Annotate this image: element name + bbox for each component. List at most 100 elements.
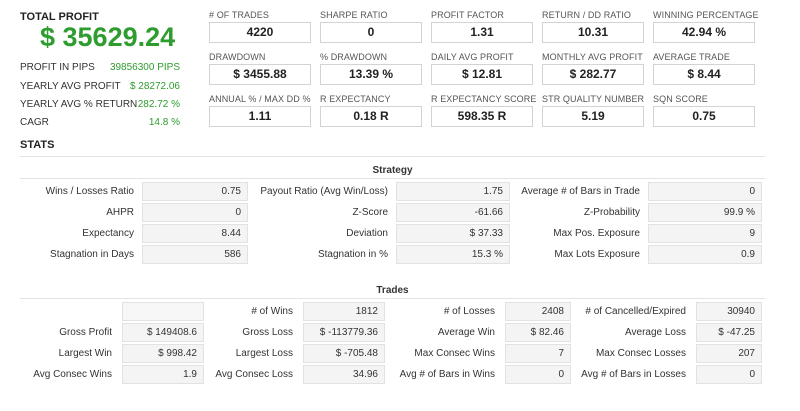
strategy-label: Payout Ratio (Avg Win/Loss) [260, 186, 388, 197]
trades-label: Avg Consec Wins [33, 369, 112, 380]
metric-label: SQN SCORE [653, 94, 708, 104]
strategy-value: 0 [142, 203, 248, 222]
strategy-label: Expectancy [82, 228, 134, 239]
trades-value: 0 [696, 365, 762, 384]
metric-label: # OF TRADES [209, 10, 269, 20]
metric-label: ANNUAL % / MAX DD % [209, 94, 311, 104]
trades-value: 30940 [696, 302, 762, 321]
strategy-value: 8.44 [142, 224, 248, 243]
profit-in-pips-label: PROFIT IN PIPS [20, 62, 95, 73]
metric-label: MONTHLY AVG PROFIT [542, 52, 643, 62]
strategy-label: Z-Score [352, 207, 388, 218]
strategy-title: Strategy [372, 165, 413, 176]
trades-value: $ 149408.6 [122, 323, 204, 342]
cagr-value: 14.8 % [148, 117, 180, 128]
metric-label: DAILY AVG PROFIT [431, 52, 514, 62]
trades-title: Trades [376, 285, 409, 296]
stats-title: STATS [20, 139, 55, 151]
trades-label: Gross Loss [242, 327, 293, 338]
trades-label: Average Loss [625, 327, 686, 338]
trades-label: Largest Win [58, 348, 112, 359]
strategy-value: 0.75 [142, 182, 248, 201]
yearly-avg-profit-label: YEARLY AVG PROFIT [20, 81, 121, 92]
total-profit-value: $ 35629.24 [40, 22, 176, 52]
yearly-avg-return-label: YEARLY AVG % RETURN [20, 99, 138, 110]
trades-value: $ -705.48 [303, 344, 385, 363]
strategy-value: 0.9 [648, 245, 762, 264]
metric-label: SHARPE RATIO [320, 10, 388, 20]
trades-label: Gross Profit [59, 327, 112, 338]
metric-value-box: 42.94 % [653, 22, 755, 43]
trades-value [122, 302, 204, 321]
strategy-label: Average # of Bars in Trade [521, 186, 640, 197]
metric-value-box: 1.11 [209, 106, 311, 127]
trades-label: Avg # of Bars in Losses [581, 369, 686, 380]
trades-value: $ -113779.36 [303, 323, 385, 342]
metric-label: PROFIT FACTOR [431, 10, 504, 20]
metric-label: WINNING PERCENTAGE [653, 10, 759, 20]
strategy-divider [20, 178, 765, 179]
metric-label: STR QUALITY NUMBER [542, 94, 645, 104]
yearly-avg-return-value: 282.72 % [137, 99, 180, 110]
trades-label: # of Losses [443, 306, 495, 317]
metric-value-box: 1.31 [431, 22, 533, 43]
trades-label: Largest Loss [235, 348, 293, 359]
metric-value-box: 598.35 R [431, 106, 533, 127]
trades-label: # of Wins [251, 306, 293, 317]
trades-label: Avg # of Bars in Wins [399, 369, 495, 380]
yearly-avg-profit-value: $ 28272.06 [129, 81, 180, 92]
metric-label: % DRAWDOWN [320, 52, 388, 62]
trades-value: 34.96 [303, 365, 385, 384]
metric-value-box: 0 [320, 22, 422, 43]
trades-value: 0 [505, 365, 571, 384]
strategy-value: 15.3 % [396, 245, 510, 264]
strategy-label: Max Pos. Exposure [553, 228, 640, 239]
metric-label: AVERAGE TRADE [653, 52, 730, 62]
strategy-value: 0 [648, 182, 762, 201]
strategy-label: Deviation [346, 228, 388, 239]
metric-value-box: 4220 [209, 22, 311, 43]
metric-value-box: 13.39 % [320, 64, 422, 85]
metric-value-box: $ 3455.88 [209, 64, 311, 85]
trades-label: Max Consec Wins [414, 348, 495, 359]
trades-value: $ 998.42 [122, 344, 204, 363]
metric-label: R EXPECTANCY [320, 94, 391, 104]
trades-label: # of Cancelled/Expired [585, 306, 686, 317]
strategy-value: 99.9 % [648, 203, 762, 222]
metric-value-box: $ 282.77 [542, 64, 644, 85]
strategy-label: AHPR [106, 207, 134, 218]
trades-value: $ 82.46 [505, 323, 571, 342]
trades-value: 2408 [505, 302, 571, 321]
metric-label: RETURN / DD RATIO [542, 10, 632, 20]
metric-value-box: 5.19 [542, 106, 644, 127]
metric-value-box: 0.75 [653, 106, 755, 127]
trades-divider [20, 298, 765, 299]
strategy-value: $ 37.33 [396, 224, 510, 243]
metric-value-box: 10.31 [542, 22, 644, 43]
metric-value-box: $ 12.81 [431, 64, 533, 85]
trades-value: $ -47.25 [696, 323, 762, 342]
trades-label: Max Consec Losses [595, 348, 686, 359]
strategy-value: -61.66 [396, 203, 510, 222]
trades-value: 7 [505, 344, 571, 363]
stats-divider [20, 156, 765, 157]
cagr-label: CAGR [20, 117, 49, 128]
metric-label: DRAWDOWN [209, 52, 266, 62]
strategy-label: Stagnation in % [317, 249, 388, 260]
trades-value: 1812 [303, 302, 385, 321]
trades-value: 1.9 [122, 365, 204, 384]
metric-value-box: 0.18 R [320, 106, 422, 127]
total-profit-label: TOTAL PROFIT [20, 11, 99, 23]
metric-label: R EXPECTANCY SCORE [431, 94, 537, 104]
strategy-value: 1.75 [396, 182, 510, 201]
metric-value-box: $ 8.44 [653, 64, 755, 85]
profit-in-pips-value: 39856300 PIPS [109, 62, 180, 73]
strategy-label: Z-Probability [583, 207, 640, 218]
strategy-value: 586 [142, 245, 248, 264]
strategy-value: 9 [648, 224, 762, 243]
strategy-label: Wins / Losses Ratio [45, 186, 134, 197]
strategy-label: Max Lots Exposure [554, 249, 640, 260]
trades-label: Avg Consec Loss [215, 369, 293, 380]
strategy-label: Stagnation in Days [50, 249, 134, 260]
trades-value: 207 [696, 344, 762, 363]
